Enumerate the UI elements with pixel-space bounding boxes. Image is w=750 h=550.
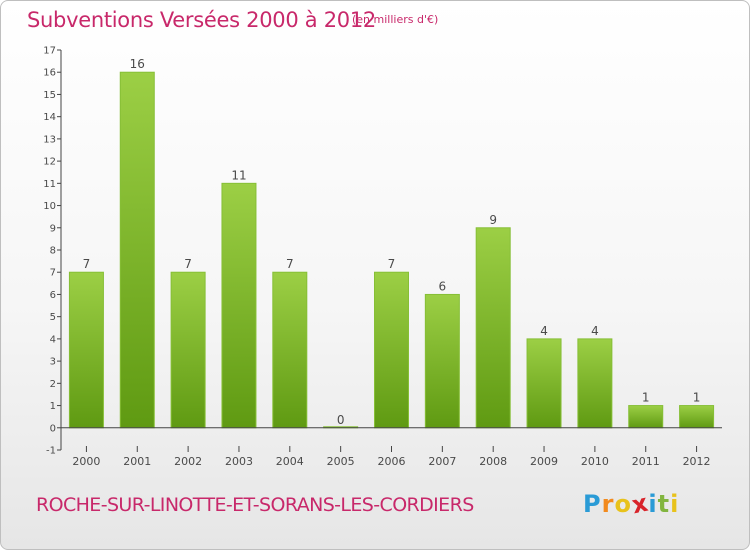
- data-label-2003: 11: [231, 168, 246, 182]
- y-tick-label: 5: [50, 312, 56, 323]
- x-tick-label: 2008: [479, 455, 507, 468]
- bar-2001: [119, 71, 155, 429]
- logo-letter: P: [583, 490, 602, 518]
- data-label-2006: 7: [388, 257, 396, 271]
- x-tick-label: 2012: [683, 455, 711, 468]
- y-tick-label: 15: [43, 90, 56, 101]
- y-tick-label: 1: [50, 401, 56, 412]
- y-tick-label: 6: [50, 290, 56, 301]
- data-label-2004: 7: [286, 257, 294, 271]
- x-tick-label: 2004: [276, 455, 304, 468]
- y-tick-label: 11: [43, 179, 56, 190]
- y-tick-label: 4: [50, 334, 56, 345]
- x-tick-label: 2007: [428, 455, 456, 468]
- x-tick-label: 2005: [327, 455, 355, 468]
- bar-2002: [170, 271, 206, 429]
- commune-name: ROCHE-SUR-LINOTTE-ET-SORANS-LES-CORDIERS: [36, 494, 474, 516]
- bar-2008: [475, 227, 511, 429]
- x-tick-label: 2002: [174, 455, 202, 468]
- data-label-2012: 1: [693, 391, 701, 405]
- x-tick-label: 2011: [632, 455, 660, 468]
- y-tick-label: 0: [50, 423, 56, 434]
- y-tick-label: -1: [46, 446, 56, 457]
- y-tick-label: 16: [43, 68, 56, 79]
- data-label-2008: 9: [489, 213, 497, 227]
- x-tick-label: 2003: [225, 455, 253, 468]
- bar-2007: [424, 293, 460, 429]
- y-tick-label: 12: [43, 157, 56, 168]
- y-tick-label: 17: [43, 46, 56, 57]
- data-label-2007: 6: [439, 279, 447, 293]
- x-tick-label: 2010: [581, 455, 609, 468]
- logo-letter: o: [614, 490, 632, 518]
- y-tick-label: 3: [50, 357, 56, 368]
- x-tick-label: 2006: [378, 455, 406, 468]
- bar-2011: [628, 405, 664, 429]
- data-label-2005: 0: [337, 413, 345, 427]
- bar-2006: [374, 271, 409, 429]
- data-label-2009: 4: [540, 324, 548, 338]
- x-tick-label: 2001: [123, 455, 151, 468]
- y-tick-label: 14: [43, 112, 56, 123]
- data-label-2011: 1: [642, 391, 650, 405]
- bar-2012: [679, 405, 715, 429]
- data-label-2001: 16: [130, 57, 145, 71]
- x-tick-label: 2009: [530, 455, 558, 468]
- data-label-2010: 4: [591, 324, 599, 338]
- bar-2003: [221, 182, 257, 429]
- x-tick-label: 2000: [72, 455, 100, 468]
- y-tick-label: 10: [43, 201, 56, 212]
- bar-2000: [68, 271, 104, 429]
- y-tick-label: 9: [50, 223, 56, 234]
- x-axis: 2000 2001 2002 2003 2004 2005 2006 2007 2008 2009…: [61, 427, 722, 468]
- logo-letter: t: [657, 490, 671, 518]
- logo-letter: i: [648, 490, 658, 518]
- y-tick-label: 13: [43, 134, 56, 145]
- bar-2010: [577, 338, 613, 429]
- bar-2009: [526, 338, 562, 429]
- bar-2004: [272, 271, 308, 429]
- data-label-2002: 7: [184, 257, 192, 271]
- y-tick-label: 2: [50, 379, 56, 390]
- y-tick-label: 8: [50, 246, 56, 257]
- proxiti-logo: Proxiti: [583, 489, 680, 520]
- y-tick-label: 7: [50, 268, 56, 279]
- chart-subtitle: (en milliers d'€): [352, 13, 439, 26]
- data-label-2000: 7: [83, 257, 91, 271]
- chart-title: Subventions Versées 2000 à 2012: [27, 8, 376, 32]
- logo-letter: i: [670, 490, 680, 518]
- logo-letter: r: [601, 490, 615, 518]
